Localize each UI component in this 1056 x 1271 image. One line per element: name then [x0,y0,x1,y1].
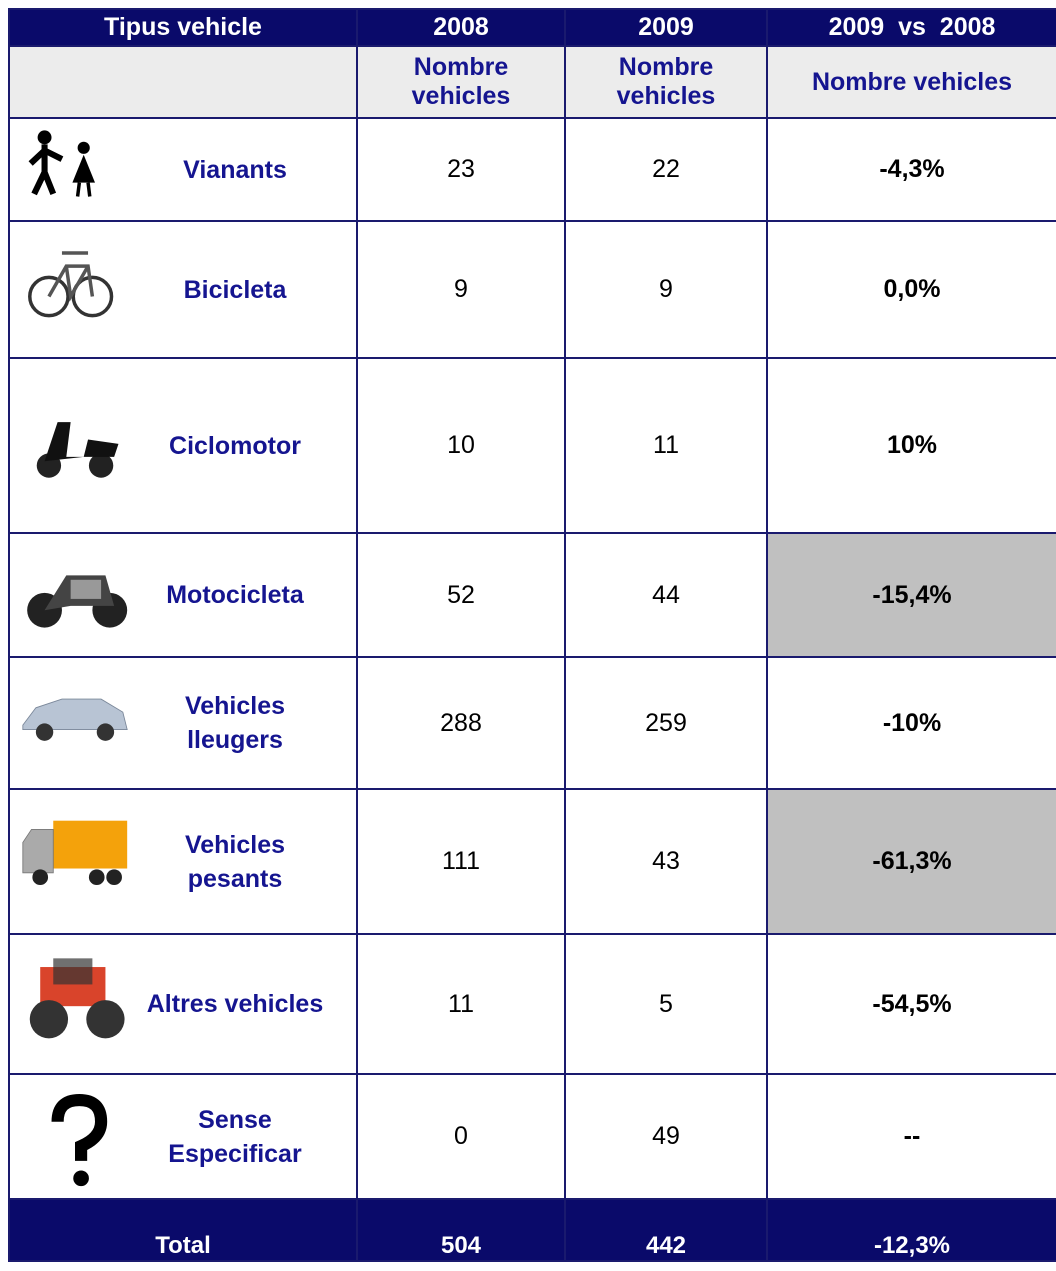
name-cell: Vehicles pesants [9,789,357,934]
vehicle-label: Bicicleta [140,273,330,307]
vehicle-icon [10,396,140,496]
subheader-row: Nombre vehicles Nombre vehicles Nombre v… [9,46,1056,118]
name-cell: Vianants [9,118,357,221]
subheader-cell [9,46,357,118]
name-cell: Altres vehicles [9,934,357,1074]
vehicle-icon [10,1087,140,1187]
name-wrap: Vianants [10,120,356,220]
vehicle-icon [10,673,140,773]
vehicle-icon [10,545,140,645]
count-cell: 9 [565,221,767,358]
total-cell: 442 [565,1199,767,1261]
change-cell: -- [767,1074,1056,1199]
count-cell: 111 [357,789,565,934]
vehicle-icon [10,120,140,220]
count-cell: 52 [357,533,565,657]
subheader-cell: Nombre vehicles [565,46,767,118]
vehicle-label: Vianants [140,153,330,187]
count-cell: 9 [357,221,565,358]
total-cell: Total [9,1199,357,1261]
change-cell: 10% [767,358,1056,533]
change-cell: -54,5% [767,934,1056,1074]
count-cell: 11 [357,934,565,1074]
vehicle-table: Tipus vehicle 2008 2009 2009 vs 2008 Nom… [8,8,1056,1262]
vehicle-label: Vehicles lleugers [140,689,330,757]
name-cell: Bicicleta [9,221,357,358]
count-cell: 43 [565,789,767,934]
vehicle-icon [10,954,140,1054]
change-cell: 0,0% [767,221,1056,358]
name-wrap: Vehicles pesants [10,812,356,912]
total-cell: -12,3% [767,1199,1056,1261]
count-cell: 23 [357,118,565,221]
name-wrap: Sense Especificar [10,1087,356,1187]
name-wrap: Vehicles lleugers [10,673,356,773]
name-wrap: Bicicleta [10,240,356,340]
page: Tipus vehicle 2008 2009 2009 vs 2008 Nom… [0,0,1056,1271]
vehicle-label: Sense Especificar [140,1103,330,1171]
header-cell: Tipus vehicle [9,9,357,46]
change-cell: -4,3% [767,118,1056,221]
header-cell: 2008 [357,9,565,46]
vehicle-label: Motocicleta [140,578,330,612]
count-cell: 288 [357,657,565,789]
total-row: Total 504 442 -12,3% [9,1199,1056,1261]
vehicle-label: Ciclomotor [140,429,330,463]
count-cell: 22 [565,118,767,221]
count-cell: 10 [357,358,565,533]
count-cell: 49 [565,1074,767,1199]
count-cell: 5 [565,934,767,1074]
change-cell: -61,3% [767,789,1056,934]
vehicle-label: Altres vehicles [140,987,330,1021]
subheader-cell: Nombre vehicles [357,46,565,118]
count-cell: 44 [565,533,767,657]
change-cell: -15,4% [767,533,1056,657]
name-wrap: Ciclomotor [10,396,356,496]
name-cell: Vehicles lleugers [9,657,357,789]
header-row: Tipus vehicle 2008 2009 2009 vs 2008 [9,9,1056,46]
subheader-text: Nombre vehicles [391,53,531,111]
header-cell: 2009 [565,9,767,46]
name-cell: Ciclomotor [9,358,357,533]
vehicle-icon [10,812,140,912]
count-cell: 259 [565,657,767,789]
vehicle-icon [10,240,140,340]
subheader-cell: Nombre vehicles [767,46,1056,118]
subheader-text: Nombre vehicles [596,53,736,111]
total-cell: 504 [357,1199,565,1261]
count-cell: 11 [565,358,767,533]
name-cell: Motocicleta [9,533,357,657]
name-cell: Sense Especificar [9,1074,357,1199]
subheader-text: Nombre vehicles [782,68,1042,97]
header-cell: 2009 vs 2008 [767,9,1056,46]
count-cell: 0 [357,1074,565,1199]
change-cell: -10% [767,657,1056,789]
name-wrap: Altres vehicles [10,954,356,1054]
name-wrap: Motocicleta [10,545,356,645]
vehicle-label: Vehicles pesants [140,828,330,896]
